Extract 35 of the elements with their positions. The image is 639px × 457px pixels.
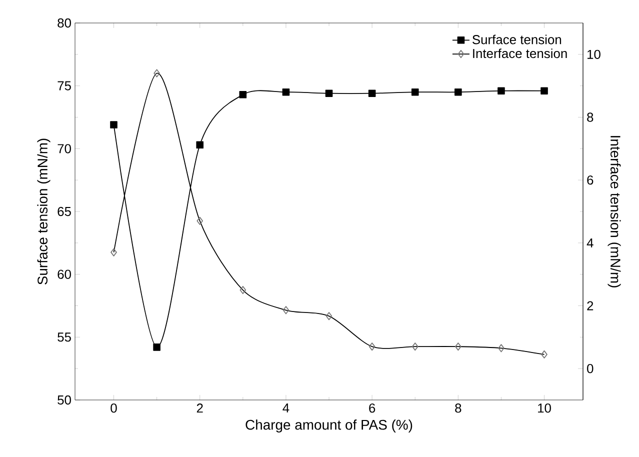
point <box>411 88 419 96</box>
y-axis-title: Surface tension (mN/m) <box>37 138 50 284</box>
x-tick-label: 4 <box>282 404 290 412</box>
x-tick-label: 10 <box>538 404 551 413</box>
y2-tick-label: 10 <box>588 50 600 59</box>
y-tick-label: 80 <box>58 18 71 28</box>
y-tick-label: 55 <box>58 332 71 342</box>
legend-label: Interface tension <box>473 48 567 58</box>
y-tick-label: 50 <box>58 395 71 405</box>
x-tick-label: 6 <box>369 404 376 413</box>
point <box>368 90 376 98</box>
y2-tick-label: 2 <box>587 301 594 310</box>
point <box>282 88 290 96</box>
x-tick-label: 8 <box>455 404 462 413</box>
x-tick-label: 0 <box>110 404 117 413</box>
y-tick-label: 65 <box>58 206 71 216</box>
point <box>540 87 548 94</box>
point <box>498 87 505 94</box>
point <box>454 88 462 96</box>
x-axis-title: Charge amount of PAS (%) <box>246 420 412 433</box>
y2-tick-label: 4 <box>586 238 594 248</box>
y-tick-label: 70 <box>58 144 71 154</box>
point <box>110 121 118 128</box>
y-tick-label: 60 <box>58 270 71 279</box>
y2-tick-label: 6 <box>587 175 594 185</box>
y2-tick-label: 0 <box>587 364 594 374</box>
point <box>239 90 247 98</box>
point <box>153 344 160 351</box>
y2-axis-title: Interface tension (mN/m) <box>608 136 621 288</box>
point <box>196 141 204 149</box>
legend-label: Surface tension <box>472 34 562 44</box>
x-tick-label: 2 <box>196 404 203 413</box>
y-tick-label: 75 <box>58 81 71 90</box>
point <box>325 90 333 98</box>
y2-tick-label: 8 <box>587 112 594 122</box>
